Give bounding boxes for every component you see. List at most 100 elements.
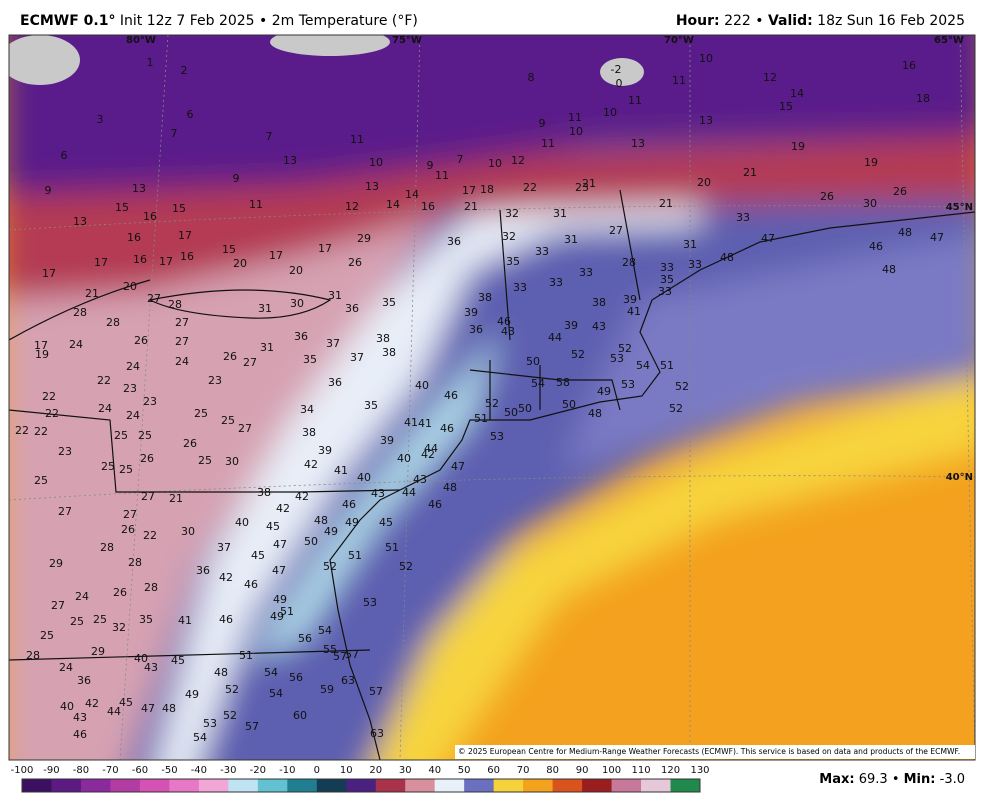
grid-label: 40°N [946,472,973,483]
temperature-label: 17 [34,339,48,352]
temperature-label: 33 [535,245,549,258]
temperature-label: 31 [260,341,274,354]
temperature-label: 10 [369,156,383,169]
colorbar-tick-label: 70 [517,765,530,776]
temperature-label: 28 [106,316,120,329]
temperature-label: 8 [528,71,535,84]
temperature-label: 40 [235,516,249,529]
temperature-label: 23 [575,181,589,194]
temperature-label: 24 [126,409,140,422]
color-swatch [228,779,259,792]
temperature-label: 28 [168,298,182,311]
temperature-label: 16 [127,231,141,244]
temperature-label: 33 [549,276,563,289]
temperature-label: 19 [35,348,49,361]
sep: • [892,772,900,787]
colorbar-tick-label: -40 [191,765,207,776]
temperature-label: 45 [119,696,133,709]
temperature-label: 30 [181,525,195,538]
temperature-label: 54 [636,359,650,372]
temperature-label: 16 [133,253,147,266]
temperature-label: 33 [579,266,593,279]
temperature-label: 24 [126,360,140,373]
temperature-label: 25 [40,629,54,642]
color-swatch [198,779,229,792]
temperature-label: 50 [562,398,576,411]
temperature-label: 22 [97,374,111,387]
temperature-label: 21 [85,287,99,300]
footer-stats: Max: 69.3 • Min: -3.0 [819,772,965,787]
temperature-label: 22 [143,529,157,542]
color-swatch [611,779,642,792]
temperature-label: 16 [902,59,916,72]
color-swatch [257,779,288,792]
temperature-label: 27 [609,224,623,237]
temperature-label: 6 [187,108,194,121]
temperature-label: 12 [345,200,359,213]
temperature-label: 38 [478,291,492,304]
temperature-label: 41 [178,614,192,627]
temperature-label: 32 [112,621,126,634]
temperature-label: 27 [51,599,65,612]
temperature-label: 41 [627,305,641,318]
temperature-label: 42 [421,448,435,461]
color-swatch [523,779,554,792]
colorbar-tick-label: -10 [279,765,295,776]
header-left: ECMWF 0.1° Init 12z 7 Feb 2025 • 2m Temp… [20,13,418,29]
temperature-label: 26 [820,190,834,203]
temperature-label: 43 [413,473,427,486]
temperature-label: 51 [385,541,399,554]
temperature-label: 37 [350,351,364,364]
temperature-label: 27 [175,335,189,348]
temperature-label: 48 [588,407,602,420]
color-swatch [405,779,436,792]
temperature-label: 11 [672,74,686,87]
grid-label: 45°N [946,202,973,213]
temperature-label: 22 [45,407,59,420]
temperature-label: 27 [141,490,155,503]
temperature-label: 31 [328,289,342,302]
color-swatch [493,779,524,792]
temperature-label: 36 [77,674,91,687]
temperature-label: 14 [386,198,400,211]
min: -3.0 [940,772,965,787]
colorbar-tick-label: 50 [458,765,471,776]
temperature-label: 34 [300,403,314,416]
temperature-label: 21 [464,200,478,213]
temperature-label: 15 [779,100,793,113]
temperature-label: 36 [196,564,210,577]
temperature-label: 26 [134,334,148,347]
temperature-label: 17 [159,255,173,268]
temperature-label: 48 [443,481,457,494]
color-swatch [670,779,701,792]
temperature-label: 18 [916,92,930,105]
temperature-label: 1 [147,56,154,69]
temperature-label: 33 [658,285,672,298]
temperature-label: 25 [93,613,107,626]
temperature-label: 26 [348,256,362,269]
colorbar-tick-label: 80 [546,765,559,776]
temperature-label: 25 [70,615,84,628]
color-swatch [375,779,406,792]
temperature-label: 35 [303,353,317,366]
color-swatch [139,779,170,792]
color-swatch [346,779,377,792]
temperature-label: 10 [603,106,617,119]
color-swatch [464,779,495,792]
temperature-label: 57 [245,720,259,733]
temperature-label: 57 [369,685,383,698]
temperature-label: 38 [302,426,316,439]
temperature-label: 38 [257,486,271,499]
temperature-label: 26 [113,586,127,599]
grid-label: 70°W [664,35,694,46]
colorbar-tick-label: -30 [220,765,236,776]
temperature-label: 42 [85,697,99,710]
temperature-label: 29 [91,645,105,658]
temperature-label: 26 [893,185,907,198]
temperature-label: 38 [382,346,396,359]
temperature-label: 13 [365,180,379,193]
temperature-label: 12 [763,71,777,84]
temperature-label: 39 [623,293,637,306]
temperature-label: 45 [379,516,393,529]
temperature-label: 35 [364,399,378,412]
